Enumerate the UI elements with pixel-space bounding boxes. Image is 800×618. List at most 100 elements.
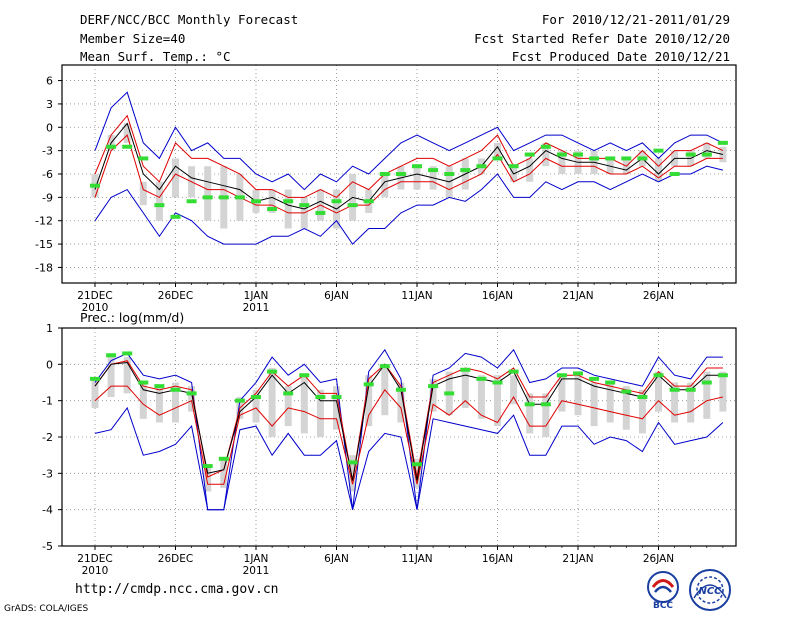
bcc-logo-text: BCC bbox=[653, 601, 673, 610]
prec-obs-mark bbox=[524, 402, 535, 407]
prec-member-box bbox=[429, 378, 437, 412]
temp-member-box bbox=[719, 146, 727, 163]
temp-obs-mark bbox=[492, 156, 503, 161]
prec-xtick-label: 21DEC bbox=[77, 553, 112, 565]
temp-xtick-label: 16JAN bbox=[482, 290, 513, 302]
prec-member-box bbox=[252, 389, 260, 423]
prec-obs-mark bbox=[637, 395, 648, 400]
prec-member-box bbox=[333, 386, 340, 430]
prec-obs-mark bbox=[653, 373, 664, 378]
prec-member-box bbox=[413, 458, 421, 488]
temp-xtick-sublabel: 2010 bbox=[82, 302, 109, 314]
temp-obs-mark bbox=[202, 195, 213, 200]
temp-obs-mark bbox=[717, 140, 728, 145]
prec-member-box bbox=[349, 455, 357, 492]
prec-member-box bbox=[284, 386, 292, 427]
prec-member-box bbox=[365, 375, 373, 427]
temp-ytick-label: -15 bbox=[35, 238, 53, 251]
temp-xtick-label: 21DEC bbox=[77, 290, 112, 302]
temp-xtick-label: 21JAN bbox=[562, 290, 593, 302]
prec-member-box bbox=[703, 371, 711, 419]
prec-xtick-label: 26JAN bbox=[643, 553, 674, 565]
prec-member-box bbox=[687, 382, 695, 423]
prec-lower-line bbox=[94, 385, 724, 485]
temp-obs-mark bbox=[540, 144, 551, 149]
prec-obs-mark bbox=[573, 371, 583, 376]
temp-member-box bbox=[655, 158, 662, 182]
temp-xtick-label: 11JAN bbox=[401, 290, 432, 302]
temp-xtick-label: 1JAN bbox=[244, 290, 269, 302]
prec-member-box bbox=[204, 466, 212, 492]
grads-credit: GrADS: COLA/IGES bbox=[4, 604, 89, 614]
temp-member-box bbox=[413, 166, 421, 190]
prec-obs-mark bbox=[589, 376, 600, 381]
prec-obs-mark bbox=[202, 464, 213, 469]
website-url[interactable]: http://cmdp.ncc.cma.gov.cn bbox=[75, 582, 279, 597]
prec-ytick-label: 1 bbox=[46, 322, 53, 335]
prec-member-box bbox=[526, 393, 534, 434]
prec-ytick-label: -4 bbox=[42, 504, 53, 517]
prec-obs-mark bbox=[283, 391, 294, 396]
variable-label: Mean Surf. Temp.: °C bbox=[80, 49, 231, 64]
prec-obs-mark bbox=[428, 384, 439, 389]
temp-mean-line bbox=[94, 122, 724, 210]
temp-member-box bbox=[526, 158, 534, 182]
prec-member-box bbox=[719, 371, 727, 412]
prec-member-box bbox=[542, 393, 550, 437]
temp-obs-mark bbox=[556, 152, 567, 157]
prec-member-box bbox=[510, 375, 518, 405]
prec-member-box bbox=[139, 382, 147, 419]
prec-member-box bbox=[397, 382, 405, 423]
prec-member-box bbox=[558, 375, 566, 412]
temp-obs-mark bbox=[122, 144, 133, 149]
prec-obs-mark bbox=[154, 384, 165, 389]
prec-ytick-label: -2 bbox=[42, 431, 53, 444]
temp-member-box bbox=[494, 142, 501, 159]
member-size-label: Member Size=40 bbox=[80, 31, 186, 46]
temp-xtick-label: 26JAN bbox=[643, 290, 674, 302]
prec-member-box bbox=[91, 378, 99, 408]
temp-max-line bbox=[94, 91, 724, 191]
prec-obs-mark bbox=[395, 387, 406, 392]
temp-obs-mark bbox=[508, 164, 519, 169]
prec-obs-mark bbox=[106, 353, 117, 358]
prec-xtick-label: 1JAN bbox=[244, 553, 269, 565]
prec-obs-mark bbox=[138, 380, 149, 385]
temp-member-box bbox=[204, 166, 212, 221]
ncc-logo: NCC bbox=[689, 569, 731, 611]
prec-obs-mark bbox=[492, 380, 503, 385]
temp-ytick-label: 3 bbox=[46, 98, 53, 111]
temp-member-box bbox=[381, 174, 389, 198]
temp-obs-mark bbox=[605, 156, 616, 161]
temp-obs-mark bbox=[154, 203, 165, 208]
prec-obs-mark bbox=[315, 395, 326, 400]
temp-obs-mark bbox=[90, 183, 100, 188]
temp-member-box bbox=[123, 123, 131, 143]
temp-ytick-label: -9 bbox=[42, 191, 53, 204]
temp-obs-mark bbox=[412, 164, 422, 169]
prec-member-box bbox=[155, 386, 163, 423]
temp-ytick-label: -18 bbox=[35, 261, 53, 274]
prec-member-box bbox=[638, 389, 646, 434]
prec-obs-mark bbox=[460, 367, 471, 372]
temp-xtick-sublabel: 2011 bbox=[243, 302, 270, 314]
prec-xtick-label: 26DEC bbox=[158, 553, 193, 565]
temp-obs-mark bbox=[379, 172, 390, 176]
prec-obs-mark bbox=[122, 351, 133, 356]
prec-obs-mark bbox=[444, 391, 455, 396]
prec-member-box bbox=[268, 367, 276, 437]
temp-xtick-label: 6JAN bbox=[324, 290, 349, 302]
temp-obs-mark bbox=[685, 152, 696, 157]
prec-xtick-sublabel: 2011 bbox=[243, 565, 270, 577]
prec-obs-mark bbox=[170, 387, 181, 392]
temp-obs-mark bbox=[267, 207, 278, 212]
prec-xtick-label: 6JAN bbox=[324, 553, 349, 565]
prec-member-box bbox=[574, 375, 582, 416]
prec-ytick-label: -5 bbox=[42, 540, 53, 553]
prec-member-box bbox=[606, 382, 614, 423]
temp-member-box bbox=[542, 142, 550, 167]
prec-xtick-sublabel: 2010 bbox=[82, 565, 109, 577]
